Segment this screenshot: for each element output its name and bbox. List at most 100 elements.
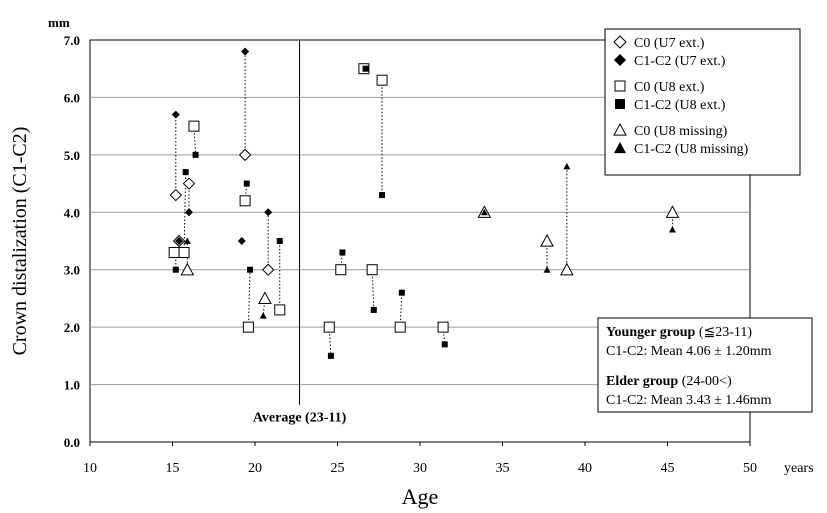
y-tick-label: 7.0 (64, 33, 80, 48)
legend-items: C0 (U7 ext.) C1-C2 (U7 ext.) C0 (U8 ext.) C… (613, 35, 749, 157)
data-point (192, 151, 199, 158)
data-point (370, 306, 377, 313)
data-point (323, 321, 335, 333)
y-tick-label: 0.0 (64, 435, 80, 450)
data-point (238, 148, 252, 162)
x-tick-label: 40 (578, 461, 592, 476)
legend-label: C0 (U8 ext.) (634, 80, 705, 95)
elder-group-title: Elder group (606, 374, 678, 389)
data-point (180, 262, 195, 276)
legend-box (604, 28, 801, 176)
data-point (563, 162, 571, 170)
data-point (276, 238, 283, 244)
data-point (185, 208, 193, 217)
data-point (376, 74, 388, 86)
connector-line (399, 292, 403, 328)
data-point (258, 291, 272, 305)
data-point (178, 246, 190, 258)
x-tick-label: 25 (331, 461, 345, 476)
data-point (172, 266, 179, 273)
data-point (274, 304, 286, 316)
data-point (379, 192, 386, 199)
x-tick-label: 45 (661, 461, 675, 476)
elder-group-line: Elder group (24-00<) (606, 374, 732, 389)
data-point (182, 177, 196, 190)
data-point (366, 264, 378, 276)
data-point (668, 226, 676, 233)
data-point (261, 263, 275, 276)
data-point (183, 237, 191, 244)
younger-group-mean: C1-C2: Mean 4.06 ± 1.20mm (606, 344, 772, 359)
x-tick-label: 20 (248, 461, 262, 476)
legend-marker (613, 35, 627, 49)
y-tick-label: 5.0 (64, 148, 80, 163)
legend-label: C0 (U7 ext.) (634, 36, 705, 51)
legend-marker (614, 80, 626, 92)
data-point (327, 352, 334, 359)
y-unit-label: mm (48, 15, 70, 30)
data-point (259, 312, 267, 319)
elder-group-mean: C1-C2: Mean 3.43 ± 1.46mm (606, 393, 772, 408)
legend-marker (613, 122, 627, 136)
x-tick-label: 50 (743, 461, 757, 476)
x-tick-label: 35 (496, 461, 510, 476)
data-point (237, 237, 246, 245)
data-point (242, 321, 254, 333)
legend-label: C1-C2 (U8 ext.) (634, 98, 726, 113)
elder-group-range: (24-00<) (678, 374, 732, 389)
x-tick-label: 15 (166, 461, 180, 476)
y-tick-label: 6.0 (64, 90, 80, 105)
data-point (543, 266, 551, 273)
data-point (168, 246, 180, 258)
data-point (188, 120, 200, 132)
y-tick-label: 3.0 (64, 263, 80, 278)
legend: C0 (U7 ext.) C1-C2 (U7 ext.) C0 (U8 ext.) C… (604, 28, 801, 176)
data-point (398, 289, 405, 296)
x-tick-label: 10 (83, 461, 97, 476)
data-point (243, 180, 250, 187)
y-tick-label: 2.0 (64, 320, 80, 335)
data-point (247, 266, 254, 273)
x-tick-label: 30 (413, 461, 427, 476)
data-point (480, 208, 488, 216)
y-tick-label: 4.0 (64, 205, 80, 220)
data-point (560, 262, 574, 276)
data-point (665, 205, 680, 218)
reference-line-group: Average (23-11) (253, 40, 347, 426)
data-point (175, 237, 184, 245)
y-tick-label: 1.0 (64, 378, 80, 393)
legend-marker (614, 142, 626, 154)
y-axis-title: Crown distalization (C1-C2) (9, 127, 31, 356)
data-point (335, 264, 347, 276)
reference-line-label: Average (23-11) (253, 411, 347, 426)
data-point (339, 249, 346, 256)
legend-label: C0 (U8 missing) (634, 124, 728, 139)
stats-box-group: Younger group (≦23-11) C1-C2: Mean 4.06 … (597, 317, 813, 413)
data-point (264, 208, 273, 217)
x-unit-label: years (784, 461, 814, 476)
legend-label: C1-C2 (U8 missing) (634, 142, 749, 157)
y-tick-labels: 0.0 1.0 2.0 3.0 4.0 5.0 6.0 7.0 (64, 33, 80, 450)
younger-group-line: Younger group (≦23-11) (606, 325, 752, 340)
legend-label: C1-C2 (U7 ext.) (634, 54, 726, 69)
data-points (168, 47, 680, 359)
stats-box (597, 317, 813, 413)
data-point (441, 341, 448, 348)
data-point (171, 110, 180, 119)
data-point (239, 195, 251, 207)
younger-group-title: Younger group (606, 325, 696, 340)
data-point (182, 169, 189, 176)
connector-line (247, 269, 251, 328)
data-point (169, 188, 183, 202)
data-point (437, 321, 449, 333)
x-tick-labels: 10 15 20 25 30 35 40 45 50 (83, 442, 757, 476)
data-point (241, 47, 250, 56)
data-point (540, 233, 554, 247)
data-point (394, 321, 406, 333)
younger-group-range: (≦23-11) (695, 325, 752, 340)
data-point (362, 65, 369, 72)
x-axis-title: Age (402, 484, 439, 509)
legend-marker (615, 99, 625, 109)
legend-marker (614, 54, 626, 66)
